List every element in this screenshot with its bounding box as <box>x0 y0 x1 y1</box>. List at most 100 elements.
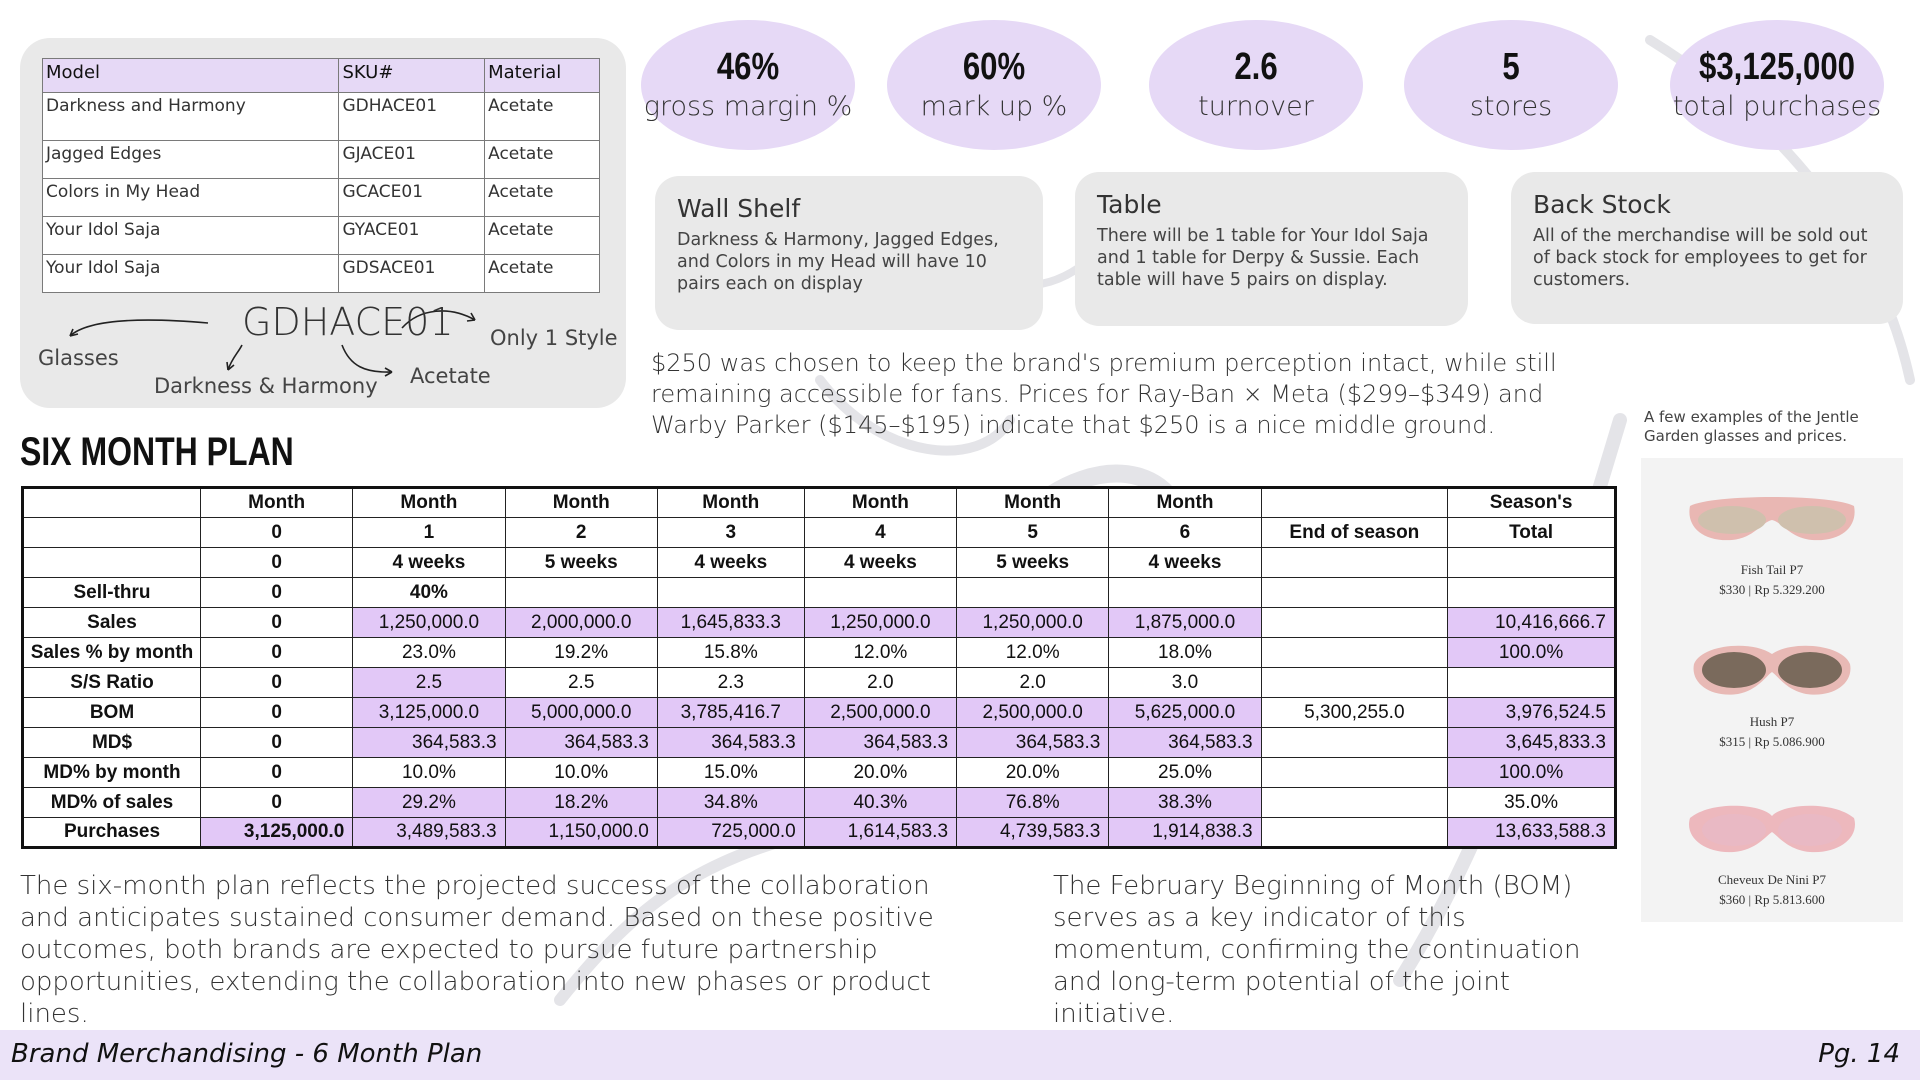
plan-header-cell: 5 <box>956 517 1110 548</box>
glasses-name: Fish Tail P7 <box>1740 562 1804 577</box>
sku-header-sku: SKU# <box>338 58 486 93</box>
glasses-price: $360 | Rp 5.813.600 <box>1719 892 1825 907</box>
plan-cell <box>1260 607 1449 638</box>
plan-cell: 18.2% <box>504 787 658 818</box>
stat-label: mark up % <box>920 91 1068 122</box>
plan-header-cell <box>22 517 201 548</box>
glasses-caption: A few examples of the Jentle Garden glas… <box>1644 408 1859 445</box>
sku-label-glasses: Glasses <box>38 346 119 370</box>
plan-cell: 0 <box>199 757 354 788</box>
plan-cell: 1,250,000.0 <box>956 607 1110 638</box>
table-row: Sales % by month 0 23.0% 19.2% 15.8% 12.… <box>22 637 1616 668</box>
glasses-image <box>1689 805 1855 853</box>
sku-cell: GCACE01 <box>338 178 486 217</box>
plan-row-label: MD$ <box>22 727 201 758</box>
sku-card: Model SKU# Material Darkness and Harmony… <box>20 38 626 408</box>
plan-cell: 364,583.3 <box>352 727 506 758</box>
stat-gross-margin: 46% gross margin % <box>641 20 855 150</box>
info-card-title: Table <box>1097 190 1162 219</box>
plan-header-cell: Season's <box>1447 487 1616 518</box>
plan-header-cell: 0 <box>199 547 354 578</box>
plan-header-cell: 5 weeks <box>504 547 658 578</box>
plan-cell: 0 <box>199 637 354 668</box>
plan-cell: 364,583.3 <box>504 727 658 758</box>
table-row: Colors in My Head GCACE01 Acetate <box>41 178 600 217</box>
plan-cell: 364,583.3 <box>803 727 958 758</box>
plan-cell: 1,250,000.0 <box>803 607 958 638</box>
stat-markup: 60% mark up % <box>887 20 1101 150</box>
sku-table-header: Model SKU# Material <box>41 58 600 93</box>
plan-cell: 2.5 <box>504 667 658 698</box>
page-title: SIX MONTH PLAN <box>20 430 294 474</box>
sku-cell: Acetate <box>484 254 600 293</box>
plan-cell: 3,125,000.0 <box>352 697 506 728</box>
plan-cell <box>956 577 1110 608</box>
plan-header-cell: End of season <box>1260 517 1449 548</box>
plan-row-label: Sales % by month <box>22 637 201 668</box>
table-row: MD% of sales 0 29.2% 18.2% 34.8% 40.3% 7… <box>22 787 1616 818</box>
sku-header-model: Model <box>41 58 340 93</box>
table-row: MD% by month 0 10.0% 10.0% 15.0% 20.0% 2… <box>22 757 1616 788</box>
plan-cell: 35.0% <box>1447 787 1616 818</box>
sku-cell: Acetate <box>484 178 600 217</box>
plan-cell: 3,489,583.3 <box>352 817 506 848</box>
plan-row-label: S/S Ratio <box>22 667 201 698</box>
plan-cell: 15.0% <box>656 757 805 788</box>
plan-header-cell: 4 weeks <box>656 547 805 578</box>
plan-cell: 3,976,524.5 <box>1447 697 1616 728</box>
plan-header-cell: Month <box>656 487 805 518</box>
info-card-title: Back Stock <box>1533 190 1671 219</box>
plan-cell: 725,000.0 <box>656 817 805 848</box>
table-row: Purchases 3,125,000.0 3,489,583.3 1,150,… <box>22 817 1616 848</box>
plan-cell: 364,583.3 <box>956 727 1110 758</box>
plan-cell <box>1108 577 1262 608</box>
plan-cell: 2.5 <box>352 667 506 698</box>
plan-cell <box>1447 667 1616 698</box>
plan-cell <box>504 577 658 608</box>
plan-cell: 10,416,666.7 <box>1447 607 1616 638</box>
plan-cell: 19.2% <box>504 637 658 668</box>
sku-cell: Acetate <box>484 216 600 255</box>
plan-cell: 2.3 <box>656 667 805 698</box>
plan-cell: 1,614,583.3 <box>803 817 958 848</box>
plan-cell <box>1447 577 1616 608</box>
plan-cell: 3,645,833.3 <box>1447 727 1616 758</box>
plan-row-label: BOM <box>22 697 201 728</box>
sku-label-model: Darkness & Harmony <box>154 374 378 398</box>
sku-cell: Your Idol Saja <box>41 216 340 255</box>
plan-header-cell <box>22 547 201 578</box>
info-card-table: Table There will be 1 table for Your Ido… <box>1075 172 1468 326</box>
stat-label: stores <box>1469 91 1553 122</box>
stat-turnover: 2.6 turnover <box>1149 20 1363 150</box>
table-row: Sell-thru 0 40% <box>22 577 1616 608</box>
plan-cell: 1,914,838.3 <box>1108 817 1262 848</box>
plan-header-cell: 3 <box>656 517 805 548</box>
plan-header-cell <box>22 487 201 518</box>
plan-cell: 0 <box>199 697 354 728</box>
stat-value: 46% <box>716 46 780 88</box>
plan-cell: 76.8% <box>956 787 1110 818</box>
plan-cell: 100.0% <box>1447 637 1616 668</box>
sku-cell: GDSACE01 <box>338 254 486 293</box>
plan-header-cell: Month <box>504 487 658 518</box>
plan-cell: 20.0% <box>803 757 958 788</box>
plan-header-cell: 4 weeks <box>803 547 958 578</box>
stat-label: total purchases <box>1672 91 1882 122</box>
plan-header-cell: Month <box>803 487 958 518</box>
plan-header-cell: Month <box>352 487 506 518</box>
plan-cell: 364,583.3 <box>656 727 805 758</box>
plan-cell: 3,125,000.0 <box>199 817 354 848</box>
plan-row-label: Sell-thru <box>22 577 201 608</box>
plan-cell <box>1260 757 1449 788</box>
plan-header-cell: 1 <box>352 517 506 548</box>
info-card-text: All of the merchandise will be sold out … <box>1533 226 1868 290</box>
plan-cell: 0 <box>199 787 354 818</box>
stat-stores: 5 stores <box>1404 20 1618 150</box>
glasses-panel: Fish Tail P7 $330 | Rp 5.329.200 Hush P7… <box>1641 458 1903 922</box>
page-number: Pg. 14 <box>1818 1039 1900 1069</box>
plan-cell: 0 <box>199 577 354 608</box>
sku-cell: Jagged Edges <box>41 140 340 179</box>
info-card-text: Darkness & Harmony, Jagged Edges, and Co… <box>677 230 999 294</box>
plan-cell: 10.0% <box>504 757 658 788</box>
stat-value: $3,125,000 <box>1699 46 1855 88</box>
